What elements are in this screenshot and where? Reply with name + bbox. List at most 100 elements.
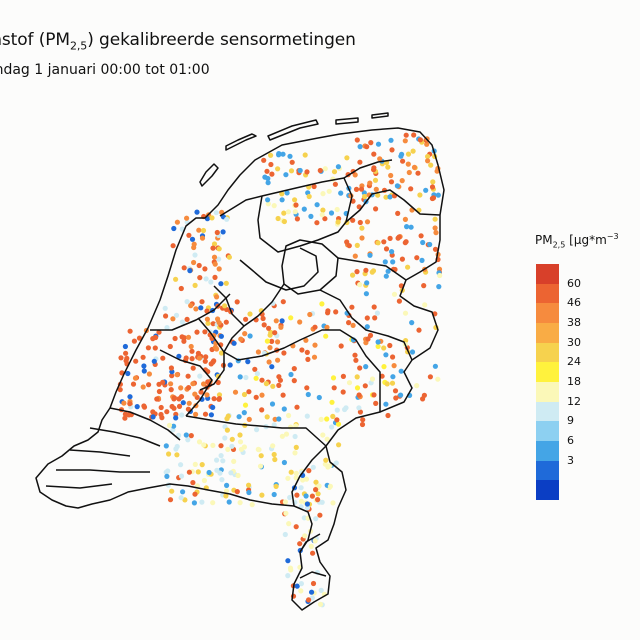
sensor-dot <box>255 349 261 355</box>
sensor-dot <box>396 234 402 240</box>
sensor-dot <box>359 421 366 428</box>
sensor-dot <box>127 328 133 334</box>
drenthe-border <box>345 189 441 223</box>
sensor-dot <box>140 354 146 360</box>
sensor-dot <box>305 391 311 398</box>
sensor-dot <box>150 336 156 342</box>
sensor-dot <box>211 254 218 260</box>
sensor-dot <box>206 469 212 476</box>
sensor-dot <box>252 366 258 372</box>
sensor-dot <box>318 416 324 422</box>
sensor-dot <box>218 281 224 287</box>
sensor-dot <box>332 181 338 187</box>
sensor-dot <box>390 374 396 380</box>
sensor-dot <box>297 319 303 325</box>
colorbar-band <box>536 460 559 481</box>
sensor-dot <box>194 209 200 215</box>
sensor-dot <box>236 414 242 420</box>
sensor-dot <box>364 315 370 321</box>
sensor-dot <box>279 197 285 203</box>
sensor-dot <box>292 433 298 440</box>
sensor-dot <box>172 335 178 342</box>
sensor-dot <box>325 310 331 316</box>
sensor-dot <box>259 492 265 498</box>
sensor-dot <box>402 138 408 144</box>
sensor-dot <box>292 197 298 203</box>
sensor-dot <box>283 431 290 437</box>
sensor-dot <box>264 338 270 344</box>
sensor-dot <box>199 499 205 505</box>
sensor-dot <box>231 340 237 346</box>
sensor-dot <box>304 169 310 175</box>
sensor-dot <box>192 491 198 497</box>
title-text-pre: ijnstof (PM <box>0 30 70 50</box>
sensor-dot <box>180 489 186 495</box>
sensor-dot <box>181 265 187 271</box>
sensor-dot <box>219 477 225 483</box>
sensor-dot <box>169 373 175 379</box>
sensor-dot <box>421 283 427 289</box>
sensor-dot <box>246 416 252 422</box>
sensor-dot <box>235 472 241 479</box>
sensor-dot <box>162 305 168 311</box>
sensor-dot <box>176 403 183 409</box>
sensor-dot <box>287 565 294 571</box>
sensor-dot <box>350 272 356 278</box>
sensor-dot <box>301 515 307 521</box>
sensor-dot <box>163 313 169 319</box>
sensor-dot <box>279 318 285 324</box>
sensor-dot <box>411 164 418 170</box>
sensor-dot <box>385 412 391 419</box>
sensor-dot <box>390 354 396 360</box>
sensor-dot <box>285 558 291 564</box>
sensor-dot <box>424 141 430 147</box>
sensor-dot <box>400 158 406 164</box>
sensor-dot <box>253 394 259 400</box>
sensor-dot <box>216 256 222 262</box>
sensor-dot <box>357 409 363 415</box>
sensor-dot <box>297 167 303 174</box>
sensor-dot <box>127 401 133 407</box>
sensor-dot <box>201 381 207 387</box>
island-vlieland <box>225 133 257 151</box>
sensor-dot <box>375 339 381 345</box>
markermeer-shore <box>239 247 319 291</box>
sensor-dot <box>353 186 360 192</box>
sensor-dot <box>302 152 308 158</box>
sensor-dot <box>373 400 379 406</box>
sensor-dot <box>224 427 230 433</box>
sensor-dot <box>374 310 380 316</box>
sensor-dot <box>178 285 184 292</box>
sensor-dot <box>202 266 208 272</box>
colorbar-band <box>536 441 559 462</box>
sensor-dot <box>241 391 248 398</box>
sensor-dot <box>381 239 387 245</box>
sensor-dot <box>234 489 240 495</box>
sensor-dot <box>405 264 411 270</box>
sensor-dot <box>191 500 197 506</box>
sensor-dot <box>425 153 431 160</box>
sensor-dot <box>298 485 304 491</box>
sensor-dot <box>329 399 335 405</box>
sensor-dot <box>201 442 207 448</box>
sensor-dot <box>170 243 176 249</box>
sensor-dot <box>238 336 244 342</box>
sensor-dot <box>293 475 299 481</box>
sensor-dot <box>310 550 316 556</box>
sensor-dot <box>270 383 276 389</box>
sensor-dot <box>387 235 393 241</box>
sensor-dot <box>279 191 285 197</box>
sensor-dot <box>216 320 222 326</box>
sensor-dot <box>387 342 393 349</box>
sensor-dot <box>196 439 203 445</box>
sensor-dot <box>261 157 267 163</box>
sensor-dot <box>174 372 180 378</box>
sensor-dot <box>340 373 346 379</box>
sensor-dot <box>293 444 299 450</box>
sensor-dot <box>122 415 128 421</box>
sensor-dot <box>292 209 298 215</box>
sensor-dot <box>211 396 217 402</box>
sensor-dot <box>317 512 323 518</box>
sensor-dot <box>391 363 397 369</box>
sensor-dot <box>131 338 137 344</box>
